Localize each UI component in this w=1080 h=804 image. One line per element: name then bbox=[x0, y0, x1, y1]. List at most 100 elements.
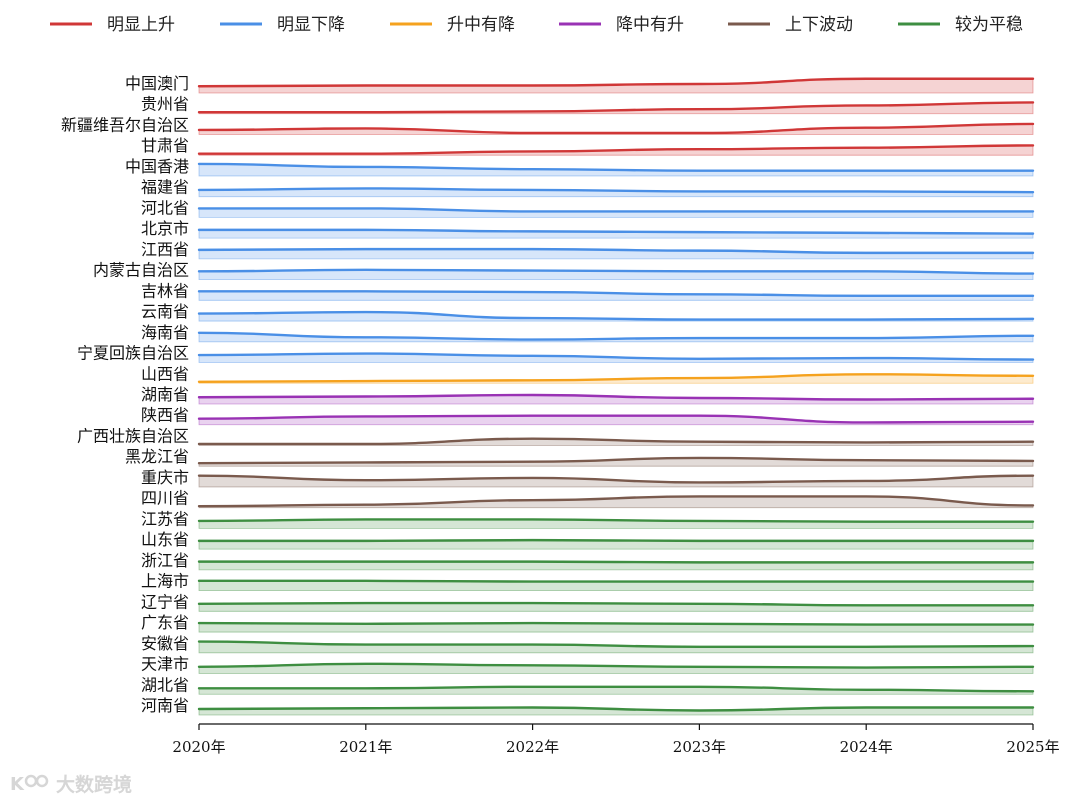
ridge-row bbox=[197, 495, 1035, 509]
row-label: 山东省 bbox=[141, 530, 189, 549]
row-label: 中国澳门 bbox=[125, 74, 189, 93]
row-label: 广西壮族自治区 bbox=[77, 426, 189, 445]
ridge-row bbox=[197, 310, 1035, 322]
legend-item-down: 明显下降 bbox=[220, 15, 345, 35]
ridge-line bbox=[197, 101, 1035, 114]
row-label: 新疆维吾尔自治区 bbox=[61, 115, 189, 134]
ridge-row bbox=[197, 268, 1035, 280]
ridge-line bbox=[197, 393, 1035, 401]
row-label: 浙江省 bbox=[141, 551, 189, 570]
ridge-line bbox=[197, 621, 1035, 626]
ridge-row bbox=[197, 352, 1035, 363]
legend-item-wave: 上下波动 bbox=[728, 15, 853, 35]
ridge-area bbox=[198, 207, 1034, 218]
x-tick-label: 2022年 bbox=[506, 738, 559, 756]
row-label: 河北省 bbox=[141, 198, 189, 217]
row-label: 河南省 bbox=[141, 696, 189, 715]
x-tick-label: 2021年 bbox=[339, 738, 392, 756]
ridge-line bbox=[197, 579, 1035, 583]
ridge-line bbox=[197, 640, 1035, 649]
row-label: 广东省 bbox=[141, 613, 189, 632]
ridge-line bbox=[197, 352, 1035, 361]
plot-area bbox=[197, 77, 1035, 716]
ridge-line bbox=[197, 518, 1035, 523]
ridge-line bbox=[197, 560, 1035, 564]
ridge-line bbox=[197, 310, 1035, 321]
ridge-line bbox=[197, 601, 1035, 607]
row-label: 四川省 bbox=[141, 489, 189, 508]
ridge-line bbox=[197, 162, 1035, 172]
row-label: 上海市 bbox=[141, 572, 189, 591]
row-label: 湖北省 bbox=[141, 675, 189, 694]
x-axis: 2020年 2021年 2022年 2023年 2024年 2025年 bbox=[172, 723, 1060, 756]
row-label: 江西省 bbox=[141, 240, 189, 259]
legend: 明显上升 明显下降 升中有降 降中有升 上下波动 较为平稳 bbox=[50, 15, 1023, 35]
ridge-line bbox=[197, 144, 1035, 155]
ridge-line bbox=[197, 290, 1035, 298]
ridge-row bbox=[197, 414, 1035, 426]
legend-item-downup: 降中有升 bbox=[559, 15, 684, 35]
legend-label-flat: 较为平稳 bbox=[955, 15, 1023, 35]
legend-item-up: 明显上升 bbox=[50, 15, 175, 35]
ridge-line bbox=[197, 247, 1035, 255]
row-label: 重庆市 bbox=[141, 468, 189, 487]
row-label: 辽宁省 bbox=[141, 592, 189, 611]
ridge-row bbox=[197, 474, 1035, 488]
ridge-row bbox=[197, 373, 1035, 384]
x-tick-label: 2023年 bbox=[673, 738, 726, 756]
row-label: 黑龙江省 bbox=[125, 447, 189, 466]
ridge-line bbox=[197, 268, 1035, 275]
x-tick-label: 2024年 bbox=[840, 738, 893, 756]
row-label: 天津市 bbox=[141, 655, 189, 674]
row-label: 内蒙古自治区 bbox=[93, 261, 189, 280]
row-labels: 中国澳门贵州省新疆维吾尔自治区甘肃省中国香港福建省河北省北京市江西省内蒙古自治区… bbox=[61, 74, 189, 715]
row-label: 福建省 bbox=[141, 178, 189, 197]
ridge-line bbox=[197, 662, 1035, 669]
ridge-row bbox=[197, 187, 1035, 198]
row-label: 安徽省 bbox=[141, 634, 189, 653]
ridge-row bbox=[197, 621, 1035, 633]
ridge-row bbox=[197, 538, 1035, 550]
ridge-line bbox=[197, 414, 1035, 424]
row-label: 甘肃省 bbox=[141, 136, 189, 155]
ridge-line bbox=[197, 685, 1035, 693]
ridge-row bbox=[197, 706, 1035, 716]
row-label: 贵州省 bbox=[141, 95, 189, 114]
row-label: 陕西省 bbox=[141, 406, 189, 425]
ridge-row bbox=[197, 228, 1035, 239]
ridge-row bbox=[197, 162, 1035, 177]
ridge-row bbox=[197, 579, 1035, 591]
logo-icon: K bbox=[10, 774, 49, 795]
ridge-line bbox=[197, 122, 1035, 135]
ridge-line bbox=[197, 706, 1035, 712]
watermark: K 大数跨境 bbox=[10, 770, 132, 797]
ridge-row bbox=[197, 207, 1035, 218]
legend-item-updown: 升中有降 bbox=[390, 15, 515, 35]
ridge-line bbox=[197, 456, 1035, 465]
row-label: 中国香港 bbox=[125, 157, 189, 176]
x-tick-label: 2025年 bbox=[1006, 738, 1059, 756]
legend-label-wave: 上下波动 bbox=[785, 15, 853, 35]
svg-text:K: K bbox=[10, 774, 25, 795]
ridge-row bbox=[197, 662, 1035, 674]
row-label: 宁夏回族自治区 bbox=[77, 344, 189, 363]
ridge-line bbox=[197, 228, 1035, 235]
ridge-line bbox=[197, 207, 1035, 213]
ridge-line bbox=[197, 77, 1035, 88]
ridge-row bbox=[197, 560, 1035, 571]
watermark-text: 大数跨境 bbox=[56, 774, 133, 796]
legend-item-flat: 较为平稳 bbox=[898, 15, 1023, 35]
ridge-line bbox=[197, 538, 1035, 543]
legend-label-up: 明显上升 bbox=[107, 15, 175, 35]
x-tick-label: 2020年 bbox=[172, 738, 225, 756]
row-label: 湖南省 bbox=[141, 385, 189, 404]
row-label: 山西省 bbox=[141, 364, 189, 383]
ridge-row bbox=[197, 144, 1035, 156]
ridge-line bbox=[197, 187, 1035, 194]
row-label: 云南省 bbox=[141, 302, 189, 321]
ridge-row bbox=[197, 601, 1035, 612]
ridge-row bbox=[197, 685, 1035, 695]
ridge-row bbox=[197, 247, 1035, 260]
legend-label-updown: 升中有降 bbox=[447, 15, 515, 35]
